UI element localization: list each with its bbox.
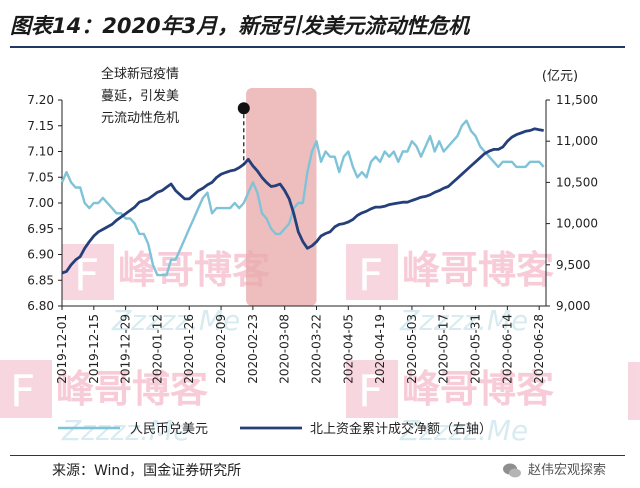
x-axis-tick-label: 2020-05-31 xyxy=(469,314,483,384)
left-axis-tick-label: 7.20 xyxy=(27,93,54,107)
svg-text:F: F xyxy=(10,366,35,417)
right-axis-unit: (亿元) xyxy=(542,69,578,84)
right-axis-tick-label: 10,500 xyxy=(556,175,598,189)
watermark-logo-4: 峰哥博客 xyxy=(402,367,554,411)
watermark-f-logo-4: F xyxy=(346,360,398,418)
series-line-northbound-net xyxy=(61,127,544,275)
crisis-shaded-period xyxy=(246,88,317,306)
right-axis-tick-label: 11,500 xyxy=(556,93,598,107)
watermark-url-3: Zzzzz.Me xyxy=(61,414,190,447)
x-axis-tick-label: 2020-05-17 xyxy=(437,314,451,384)
watermark-layer: F F F F 峰哥博客 峰哥博客 峰哥博客 峰哥博客 Zzzzz.Me Zzz… xyxy=(0,244,640,447)
x-axis-tick-label: 2019-12-15 xyxy=(87,314,101,384)
page-title: 图表14：2020年3月，新冠引发美元流动性危机 xyxy=(10,14,470,38)
x-axis-tick-label: 2020-04-19 xyxy=(373,314,387,384)
left-axis-tick-label: 6.80 xyxy=(27,299,54,313)
series-line-cny-usd xyxy=(60,119,545,277)
left-axis-ticks: 6.80 6.85 6.90 6.95 7.00 7.05 7.10 7.15 7.20 xyxy=(27,93,62,313)
x-axis-tick-label: 2020-06-28 xyxy=(532,314,546,384)
x-axis-tick-label: 2020-03-22 xyxy=(309,314,323,384)
left-axis-tick-label: 7.05 xyxy=(27,170,54,184)
annotation-line-1: 全球新冠疫情 xyxy=(101,66,179,82)
left-axis-tick-label: 6.90 xyxy=(27,248,54,262)
x-axis-tick-label: 2020-01-12 xyxy=(150,314,164,384)
svg-text:F: F xyxy=(358,366,383,417)
watermark-logo-1: 峰哥博客 xyxy=(118,248,270,292)
watermark-url-1: Zzzzz.Me xyxy=(111,304,240,337)
watermark-logo-3: 峰哥博客 xyxy=(56,367,208,411)
legend-label-cny-usd: 人民币兑美元 xyxy=(130,422,208,437)
left-axis-tick-label: 7.10 xyxy=(27,145,54,159)
watermark-url-4: Zzzzz.Me xyxy=(399,414,528,447)
x-axis-ticks: 2019-12-01 2019-12-15 2019-12-29 2020-01-12… xyxy=(55,306,546,384)
title-rule xyxy=(10,46,625,48)
right-axis-tick-label: 10,000 xyxy=(556,217,598,231)
x-axis-tick-label: 2020-02-23 xyxy=(246,314,260,384)
watermark-f-logo-1: F xyxy=(62,244,114,301)
x-axis-tick-label: 2019-12-29 xyxy=(119,314,133,384)
left-axis-tick-label: 6.85 xyxy=(27,273,54,287)
x-axis-tick-label: 2020-04-05 xyxy=(341,314,355,384)
annotation-line-3: 元流动性危机 xyxy=(101,111,179,126)
legend-label-northbound-net: 北上资金累计成交净额（右轴） xyxy=(310,421,492,437)
watermark-f-logo-3: F xyxy=(0,360,52,418)
wechat-icon xyxy=(503,463,521,478)
x-axis-tick-label: 2019-12-01 xyxy=(55,314,69,384)
right-axis-tick-label: 9,500 xyxy=(556,258,590,272)
left-axis-tick-label: 6.95 xyxy=(27,222,54,236)
source-note: 来源：Wind，国金证券研究所 xyxy=(52,463,242,479)
watermark-f-logo-2: F xyxy=(346,244,398,301)
right-axis-ticks: 9,000 9,500 10,000 10,500 11,000 11,500 xyxy=(546,93,598,313)
right-axis-tick-label: 9,000 xyxy=(556,299,590,313)
annotation-marker xyxy=(237,102,250,115)
legend: 人民币兑美元 北上资金累计成交净额（右轴） xyxy=(58,421,492,437)
x-axis-tick-label: 2020-03-08 xyxy=(278,314,292,384)
annotation-line-2: 蔓延，引发美 xyxy=(101,88,179,104)
brand-watermark: 赵伟宏观探索 xyxy=(528,463,607,478)
watermark-logo-2: 峰哥博客 xyxy=(402,248,554,292)
x-axis-tick-label: 2020-06-14 xyxy=(500,314,514,384)
x-axis-tick-label: 2020-05-03 xyxy=(405,314,419,384)
right-axis-tick-label: 11,000 xyxy=(556,134,598,148)
watermark-f-logo-5 xyxy=(628,362,640,420)
x-axis-tick-label: 2020-01-26 xyxy=(182,314,196,384)
left-axis-tick-label: 7.15 xyxy=(27,119,54,133)
left-axis-tick-label: 7.00 xyxy=(27,196,54,210)
footer-rule xyxy=(10,455,625,456)
svg-text:F: F xyxy=(358,250,383,301)
x-axis-tick-label: 2020-02-09 xyxy=(214,314,228,384)
watermark-url-2: Zzzzz.Me xyxy=(399,304,528,337)
